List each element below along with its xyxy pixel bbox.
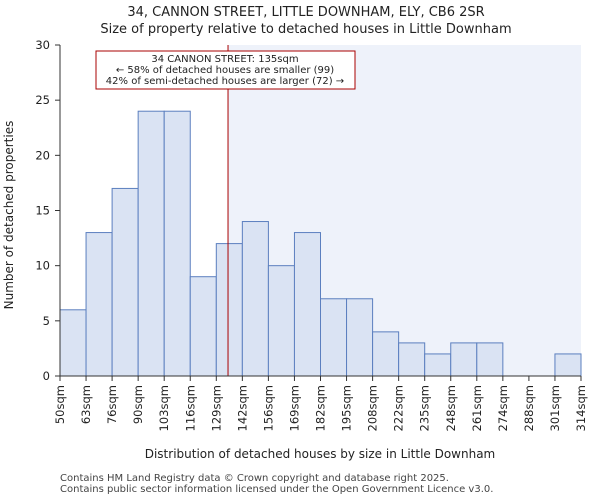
x-tick-label: 261sqm	[470, 385, 484, 431]
bar-301sqm	[554, 353, 582, 377]
footer: Contains HM Land Registry data © Crown c…	[60, 473, 493, 495]
x-tick-label: 235sqm	[418, 385, 432, 431]
chart-subtitle: Size of property relative to detached ho…	[100, 22, 511, 37]
bar-129sqm	[215, 243, 243, 377]
bar-182sqm	[320, 298, 348, 377]
bar-261sqm	[476, 342, 504, 377]
x-tick-label: 222sqm	[392, 385, 406, 431]
chart-title: 34, CANNON STREET, LITTLE DOWNHAM, ELY, …	[127, 5, 484, 20]
histogram-chart: 34, CANNON STREET, LITTLE DOWNHAM, ELY, …	[2, 5, 588, 461]
bar-76sqm	[111, 187, 139, 377]
x-tick-label: 169sqm	[287, 385, 301, 431]
bar-208sqm	[372, 331, 400, 377]
x-tick-label: 76sqm	[105, 385, 119, 424]
x-tick-label: 63sqm	[79, 385, 93, 424]
bar-195sqm	[346, 298, 374, 377]
bar-103sqm	[163, 110, 191, 377]
bar-235sqm	[424, 353, 452, 377]
footer-line-2: Contains public sector information licen…	[60, 484, 494, 495]
x-tick-label: 314sqm	[574, 385, 588, 431]
x-tick-label: 129sqm	[209, 385, 223, 431]
x-axis-label: Distribution of detached houses by size …	[145, 447, 496, 461]
x-tick-label: 208sqm	[366, 385, 380, 431]
y-tick-label: 20	[35, 148, 50, 162]
bar-222sqm	[398, 342, 426, 377]
y-tick-label: 10	[35, 259, 50, 273]
x-tick-label: 301sqm	[548, 385, 562, 431]
annotation-box	[95, 50, 356, 90]
bar-116sqm	[189, 276, 217, 377]
bars-group	[59, 110, 582, 377]
bar-156sqm	[267, 265, 295, 377]
bar-63sqm	[85, 232, 113, 377]
x-tick-label: 195sqm	[340, 385, 354, 431]
x-tick-label: 103sqm	[157, 385, 171, 431]
x-tick-label: 90sqm	[131, 385, 145, 424]
bar-248sqm	[450, 342, 478, 377]
x-tick-label: 156sqm	[261, 385, 275, 431]
bar-142sqm	[241, 221, 269, 377]
x-tick-label: 274sqm	[496, 385, 510, 431]
y-tick-label: 15	[35, 204, 50, 218]
x-tick-label: 142sqm	[235, 385, 249, 431]
x-tick-label: 288sqm	[522, 385, 536, 431]
footer-line-1: Contains HM Land Registry data © Crown c…	[60, 473, 449, 484]
x-tick-label: 182sqm	[314, 385, 328, 431]
y-axis-label: Number of detached properties	[2, 121, 16, 310]
y-tick-label: 25	[35, 93, 50, 107]
bar-50sqm	[59, 309, 87, 377]
annotation-line-3: 42% of semi-detached houses are larger (…	[106, 76, 344, 87]
y-tick-label: 30	[35, 38, 50, 52]
y-tick-label: 0	[43, 369, 50, 383]
y-ticks-group: 0 5 10 15 20 25 30	[35, 38, 60, 383]
x-tick-label: 248sqm	[444, 385, 458, 431]
x-ticks-group: 50sqm 63sqm 76sqm 90sqm 103sqm 116sqm 129sqm 14…	[53, 376, 588, 431]
y-tick-label: 5	[43, 314, 50, 328]
annotation-line-1: 34 CANNON STREET: 135sqm	[151, 54, 298, 65]
bar-90sqm	[137, 110, 165, 377]
bar-169sqm	[293, 232, 322, 377]
x-tick-label: 50sqm	[53, 385, 67, 424]
annotation-line-2: ← 58% of detached houses are smaller (99…	[116, 65, 334, 76]
x-tick-label: 116sqm	[183, 385, 197, 431]
